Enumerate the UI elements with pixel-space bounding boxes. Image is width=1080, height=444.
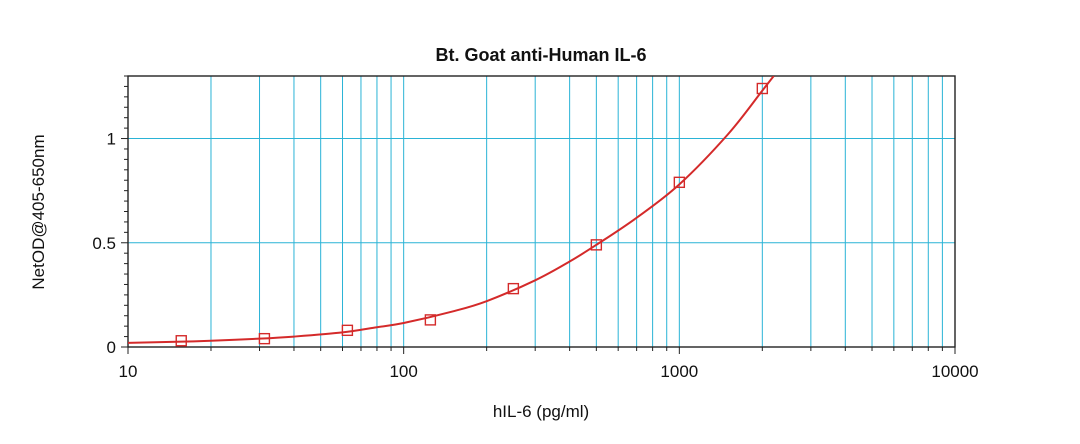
x-tick-label: 1000 [660, 362, 698, 381]
axes-layer [121, 75, 956, 354]
ticks-layer: 10 100 1000 10000 0 0.5 1 [92, 130, 978, 381]
data-point-marker [258, 332, 271, 345]
data-point-marker [507, 282, 520, 295]
y-tick-label: 1 [107, 130, 116, 149]
data-point-marker [756, 82, 769, 95]
y-axis-label: NetOD@405-650nm [29, 134, 48, 289]
y-tick-label: 0.5 [92, 234, 116, 253]
x-axis-label: hIL-6 (pg/ml) [493, 402, 589, 421]
data-point-marker [590, 239, 603, 251]
x-tick-label: 10000 [931, 362, 978, 381]
y-tick-label: 0 [107, 338, 116, 357]
chart-title: Bt. Goat anti-Human IL-6 [436, 45, 647, 65]
fit-curve [128, 76, 775, 344]
grid-layer [128, 76, 955, 347]
series-layer [128, 76, 775, 347]
data-point-marker [175, 335, 187, 347]
data-point-marker [424, 314, 437, 326]
x-tick-label: 10 [119, 362, 138, 381]
data-point-marker [341, 324, 354, 337]
plot-frame [127, 75, 956, 348]
data-point-marker [673, 176, 686, 189]
x-tick-label: 100 [389, 362, 417, 381]
